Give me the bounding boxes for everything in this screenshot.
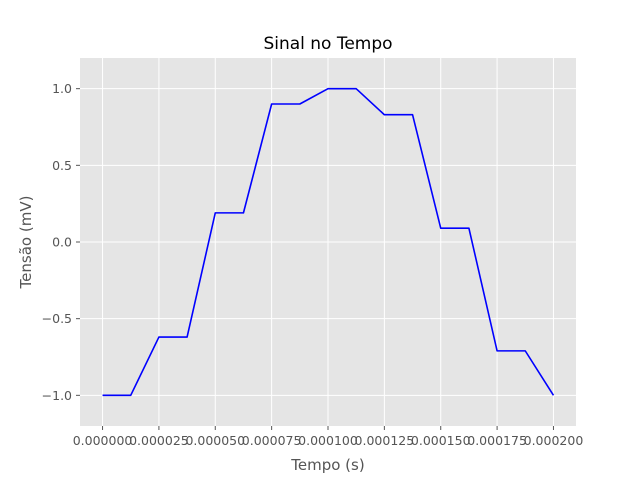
x-tick-label: 0.000125 (355, 433, 415, 448)
x-tick-label: 0.000175 (467, 433, 527, 448)
x-tick-label: 0.000075 (242, 433, 302, 448)
series-group (102, 87, 555, 397)
chart-title: Sinal no Tempo (263, 34, 392, 54)
x-tick-label: 0.000100 (298, 433, 358, 448)
x-tick-label: 0.000025 (129, 433, 189, 448)
signal-line (102, 87, 555, 397)
x-axis-ticks: 0.0000000.0000250.0000500.0000750.000100… (73, 426, 584, 448)
y-tick-label: 1.0 (52, 81, 72, 96)
x-tick-label: 0.000000 (73, 433, 133, 448)
y-tick-label: −0.5 (42, 311, 72, 326)
y-axis-ticks: −1.0 −0.5 0.0 0.5 1.0 (42, 81, 80, 403)
x-tick-label: 0.000200 (524, 433, 584, 448)
y-axis-label: Tensão (mV) (17, 196, 35, 290)
grid (80, 58, 576, 426)
y-tick-label: 0.0 (52, 235, 72, 250)
y-tick-label: 0.5 (52, 158, 72, 173)
x-axis-label: Tempo (s) (290, 456, 364, 474)
y-tick-label: −1.0 (42, 388, 72, 403)
x-tick-label: 0.000050 (185, 433, 245, 448)
x-tick-label: 0.000150 (411, 433, 471, 448)
